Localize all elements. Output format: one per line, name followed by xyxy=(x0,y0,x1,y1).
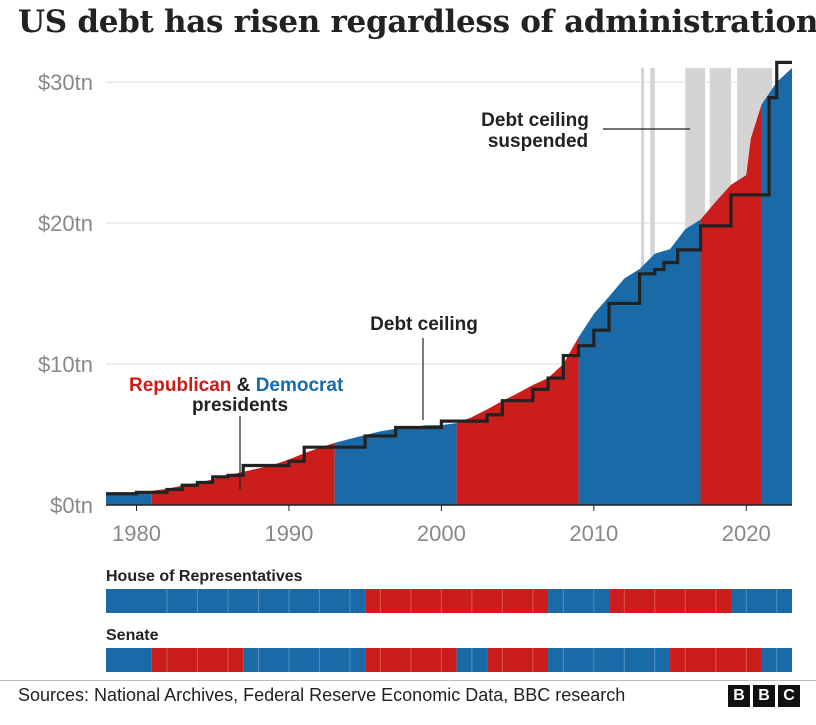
panel-segment-republican xyxy=(365,648,457,672)
footer: Sources: National Archives, Federal Rese… xyxy=(0,680,816,707)
panel-segment-republican xyxy=(151,648,244,672)
panel-segment-democrat xyxy=(548,648,671,672)
y-tick-label: $30tn xyxy=(38,70,93,95)
annotations: Debt ceiling Debt ceiling suspended Repu… xyxy=(129,110,690,490)
panel-segment-democrat xyxy=(548,589,610,613)
debt-area-republican xyxy=(700,104,762,505)
panel-label: Senate xyxy=(106,627,159,644)
panel-segment-republican xyxy=(487,648,549,672)
panel-segment-democrat xyxy=(106,648,152,672)
panel-segment-democrat xyxy=(243,648,366,672)
x-tick-label: 2000 xyxy=(417,521,466,546)
logo-letter-1: B xyxy=(728,685,750,707)
legend-presidents: presidents xyxy=(192,395,288,416)
debt-area xyxy=(106,68,792,506)
logo-letter-2: B xyxy=(753,685,775,707)
debt-area-democrat xyxy=(578,219,701,506)
panel-segment-democrat xyxy=(761,648,792,672)
y-tick-label: $20tn xyxy=(38,211,93,236)
ceiling-annotation: Debt ceiling xyxy=(370,314,478,335)
legend-democrat: Democrat xyxy=(256,375,344,396)
debt-area-democrat xyxy=(761,68,792,505)
y-tick-label: $0tn xyxy=(50,493,93,518)
panel-segment-democrat xyxy=(731,589,792,613)
legend-republican: Republican xyxy=(129,375,231,396)
panel-segment-republican xyxy=(670,648,762,672)
suspended-annotation-line1: Debt ceiling xyxy=(481,110,589,131)
x-tick-label: 2010 xyxy=(569,521,618,546)
x-tick-label: 2020 xyxy=(722,521,771,546)
x-tick-label: 1990 xyxy=(264,521,313,546)
panel-segment-democrat xyxy=(456,648,488,672)
bbc-logo: B B C xyxy=(728,685,800,707)
chart-title: US debt has risen regardless of administ… xyxy=(18,4,816,40)
suspended-annotation-line2: suspended xyxy=(488,131,588,152)
congress-panels: House of Representatives Senate xyxy=(106,568,792,672)
panel-segment-democrat xyxy=(106,589,366,613)
source-note: Sources: National Archives, Federal Rese… xyxy=(18,685,626,705)
panel-label: House of Representatives xyxy=(106,568,303,585)
party-legend: Republican & Democrat xyxy=(129,375,344,396)
x-tick-label: 1980 xyxy=(112,521,161,546)
legend-amp: & xyxy=(231,375,255,396)
axes: $0tn $10tn $20tn $30tn 1980 1990 2000 2010 2020 xyxy=(38,70,792,546)
debt-ceiling-line xyxy=(106,60,792,496)
debt-ceiling-step-line xyxy=(106,60,792,496)
logo-letter-3: C xyxy=(778,685,800,707)
y-tick-label: $10tn xyxy=(38,352,93,377)
panel-segment-republican xyxy=(609,589,732,613)
panel-segment-republican xyxy=(365,589,549,613)
